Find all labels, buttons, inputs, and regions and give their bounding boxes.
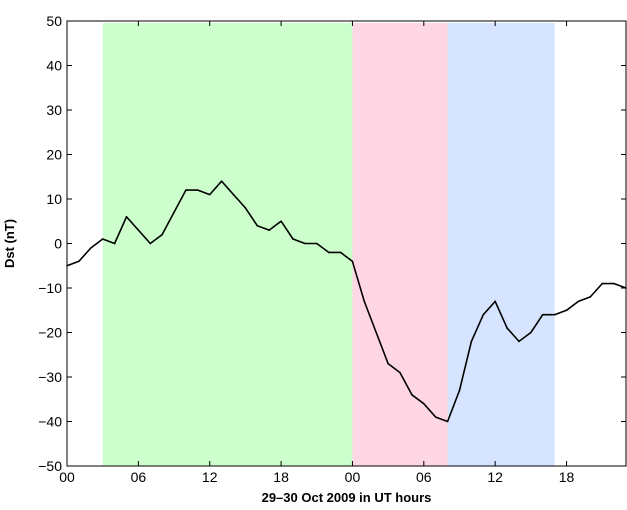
y-tick-label: −40 bbox=[38, 414, 62, 430]
data-point bbox=[244, 207, 247, 209]
y-tick-label: 50 bbox=[46, 13, 62, 29]
shaded-region-2 bbox=[352, 23, 448, 466]
data-point bbox=[113, 242, 116, 245]
y-tick-label: 20 bbox=[46, 147, 62, 163]
data-point bbox=[601, 282, 604, 285]
data-point bbox=[351, 260, 354, 263]
shaded-regions bbox=[102, 23, 555, 466]
data-point bbox=[518, 340, 520, 343]
data-point bbox=[565, 309, 568, 312]
y-tick-label: 30 bbox=[46, 102, 62, 118]
data-point bbox=[304, 242, 306, 245]
data-point bbox=[101, 238, 104, 240]
data-point bbox=[411, 394, 413, 396]
data-point bbox=[197, 189, 199, 191]
data-point bbox=[232, 193, 235, 196]
data-point bbox=[256, 224, 259, 227]
x-axis-title: 29–30 Oct 2009 in UT hours bbox=[262, 490, 432, 505]
x-tick-label: 12 bbox=[487, 469, 503, 485]
data-point bbox=[327, 251, 330, 254]
series-layer bbox=[66, 180, 627, 423]
x-tick-label: 06 bbox=[416, 469, 432, 485]
data-point bbox=[399, 371, 401, 374]
data-point bbox=[185, 189, 187, 191]
data-point bbox=[577, 300, 580, 303]
y-tick-label: −10 bbox=[38, 280, 62, 296]
data-point bbox=[363, 300, 366, 303]
y-tick-label: −20 bbox=[38, 325, 62, 341]
data-point bbox=[482, 313, 485, 316]
data-point bbox=[125, 216, 128, 218]
x-tick-label: 00 bbox=[345, 469, 361, 485]
x-tick-label: 18 bbox=[559, 469, 575, 485]
y-axis-title: Dst (nT) bbox=[2, 219, 17, 268]
shaded-region-3 bbox=[447, 23, 555, 466]
data-point bbox=[446, 420, 449, 423]
x-tick-label: 06 bbox=[131, 469, 147, 485]
data-point bbox=[387, 362, 389, 365]
data-point bbox=[553, 313, 556, 316]
x-axis-ticks: 00 06 12 18 00 06 12 18 bbox=[59, 21, 575, 485]
data-point bbox=[78, 260, 80, 263]
data-point bbox=[280, 220, 282, 223]
shaded-region-1 bbox=[102, 23, 353, 466]
data-point bbox=[494, 300, 496, 303]
data-point bbox=[268, 229, 270, 231]
data-point bbox=[149, 242, 152, 245]
data-point bbox=[506, 327, 508, 329]
data-point bbox=[470, 340, 473, 343]
data-point bbox=[315, 242, 318, 245]
y-tick-label: 10 bbox=[46, 191, 62, 207]
data-point bbox=[423, 402, 425, 405]
y-tick-label: 0 bbox=[54, 236, 62, 252]
data-point bbox=[530, 331, 532, 334]
y-tick-label: −30 bbox=[38, 369, 62, 385]
data-point bbox=[375, 331, 378, 334]
dst-series-line bbox=[66, 180, 627, 423]
data-point bbox=[220, 180, 223, 182]
y-tick-label: 40 bbox=[46, 58, 62, 74]
data-point bbox=[89, 247, 92, 249]
data-point bbox=[208, 193, 211, 196]
data-point bbox=[458, 389, 461, 392]
y-tick-label: −50 bbox=[38, 458, 62, 474]
x-tick-label: 18 bbox=[273, 469, 289, 485]
data-point bbox=[339, 251, 342, 254]
data-point bbox=[137, 229, 140, 231]
y-axis-ticks: −50 −40 −30 −20 −10 0 10 20 30 40 50 bbox=[38, 13, 626, 474]
data-point bbox=[173, 211, 175, 214]
data-point bbox=[613, 282, 615, 285]
data-point bbox=[292, 238, 294, 240]
data-point bbox=[161, 233, 163, 236]
data-point bbox=[541, 313, 544, 316]
data-point bbox=[589, 296, 592, 298]
x-tick-label: 00 bbox=[59, 469, 75, 485]
x-tick-label: 12 bbox=[202, 469, 218, 485]
data-point bbox=[434, 416, 437, 418]
